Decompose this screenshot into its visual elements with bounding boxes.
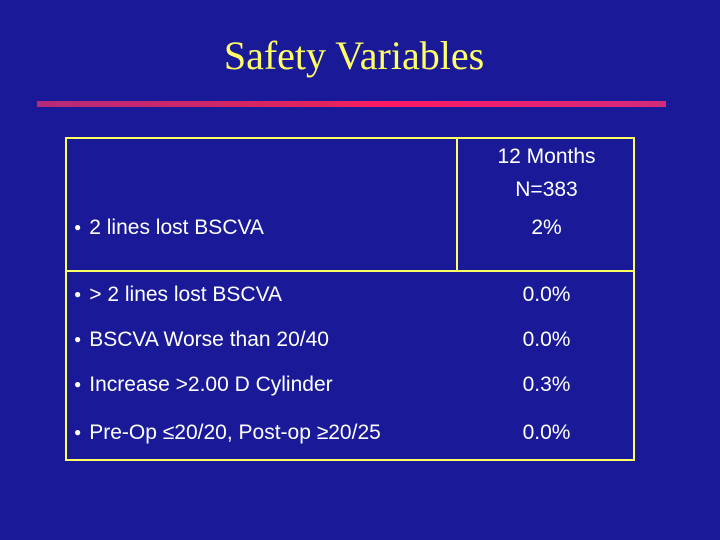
table-row-value: 0.0% <box>522 283 571 306</box>
table-row-label: ● 2 lines lost BSCVA <box>74 216 264 240</box>
slide-title: Safety Variables <box>223 33 485 78</box>
row-label-text: > 2 lines lost BSCVA <box>89 283 283 306</box>
column-divider <box>456 137 458 272</box>
row-label-text: Pre-Op ≤20/20, Post-op ≥20/25 <box>89 421 381 444</box>
table-row-value: 0.3% <box>522 373 571 396</box>
bullet-icon: ● <box>74 220 82 234</box>
table-row-label: ● BSCVA Worse than 20/40 <box>74 328 329 352</box>
column-header-period: 12 Months <box>497 145 596 168</box>
table-row-label: ● > 2 lines lost BSCVA <box>74 283 282 307</box>
title-underline <box>37 101 666 107</box>
table-row-value: 2% <box>531 216 562 239</box>
table-row-value: 0.0% <box>522 328 571 351</box>
row-label-text: 2 lines lost BSCVA <box>89 216 264 239</box>
bullet-icon: ● <box>74 377 82 391</box>
bullet-icon: ● <box>74 287 82 301</box>
safety-table <box>65 137 635 461</box>
column-header-count: N=383 <box>515 178 578 201</box>
header-row-divider <box>65 270 635 272</box>
table-row-value: 0.0% <box>522 421 571 444</box>
bullet-icon: ● <box>74 332 82 346</box>
row-label-text: BSCVA Worse than 20/40 <box>89 328 329 351</box>
table-row-label: ● Increase >2.00 D Cylinder <box>74 373 333 397</box>
row-label-text: Increase >2.00 D Cylinder <box>89 373 333 396</box>
bullet-icon: ● <box>74 425 82 439</box>
table-row-label: ● Pre-Op ≤20/20, Post-op ≥20/25 <box>74 421 381 445</box>
